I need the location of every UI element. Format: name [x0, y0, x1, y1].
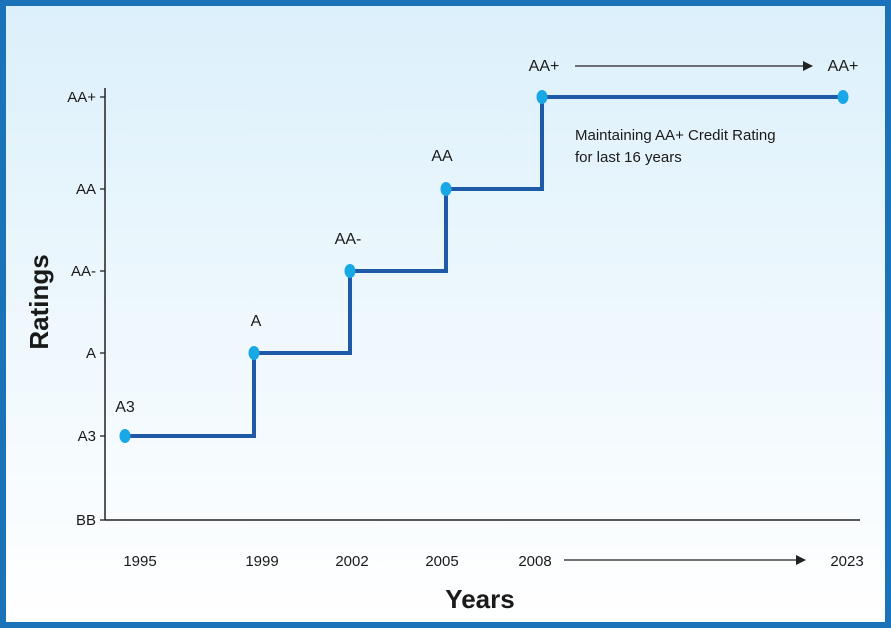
x-tick-label: 2023 [830, 553, 863, 570]
x-tick-label: 2005 [425, 553, 458, 570]
rating-labels: A3 A AA- AA AA+ AA+ [115, 58, 858, 416]
y-tick-label: AA [76, 181, 96, 198]
rating-point [344, 264, 356, 278]
rating-series [125, 95, 843, 438]
rating-point-label: AA+ [828, 58, 859, 75]
x-ticks: 1995 1999 2002 2005 2008 2023 [123, 553, 863, 570]
y-ticks: BB A3 A AA- AA AA+ [67, 89, 105, 529]
annotation-line1: Maintaining AA+ Credit Rating [575, 127, 776, 144]
x-tick-label: 1995 [123, 553, 156, 570]
rating-point [536, 90, 548, 104]
y-tick-label: A [86, 345, 96, 362]
rating-point-label: AA- [335, 231, 362, 248]
y-tick-label: A3 [78, 428, 96, 445]
rating-point-label: A3 [115, 399, 135, 416]
rating-point [440, 182, 452, 196]
rating-point-label: AA [431, 148, 453, 165]
rating-step-line [125, 95, 843, 438]
rating-point-label: AA+ [529, 58, 560, 75]
rating-markers [119, 90, 849, 443]
y-tick-label: AA+ [67, 89, 96, 106]
y-tick-label: AA- [71, 263, 96, 280]
axes [104, 88, 860, 521]
y-tick-label: BB [76, 512, 96, 529]
x-tick-label: 2008 [518, 553, 551, 570]
x-tick-label: 1999 [245, 553, 278, 570]
rating-point [837, 90, 849, 104]
annotation-line2: for last 16 years [575, 149, 682, 166]
rating-point [119, 429, 131, 443]
y-axis-label: Ratings [24, 254, 54, 349]
x-tick-label: 2002 [335, 553, 368, 570]
rating-point [248, 346, 260, 360]
rating-point-label: A [251, 313, 262, 330]
x-axis-label: Years [445, 584, 514, 614]
